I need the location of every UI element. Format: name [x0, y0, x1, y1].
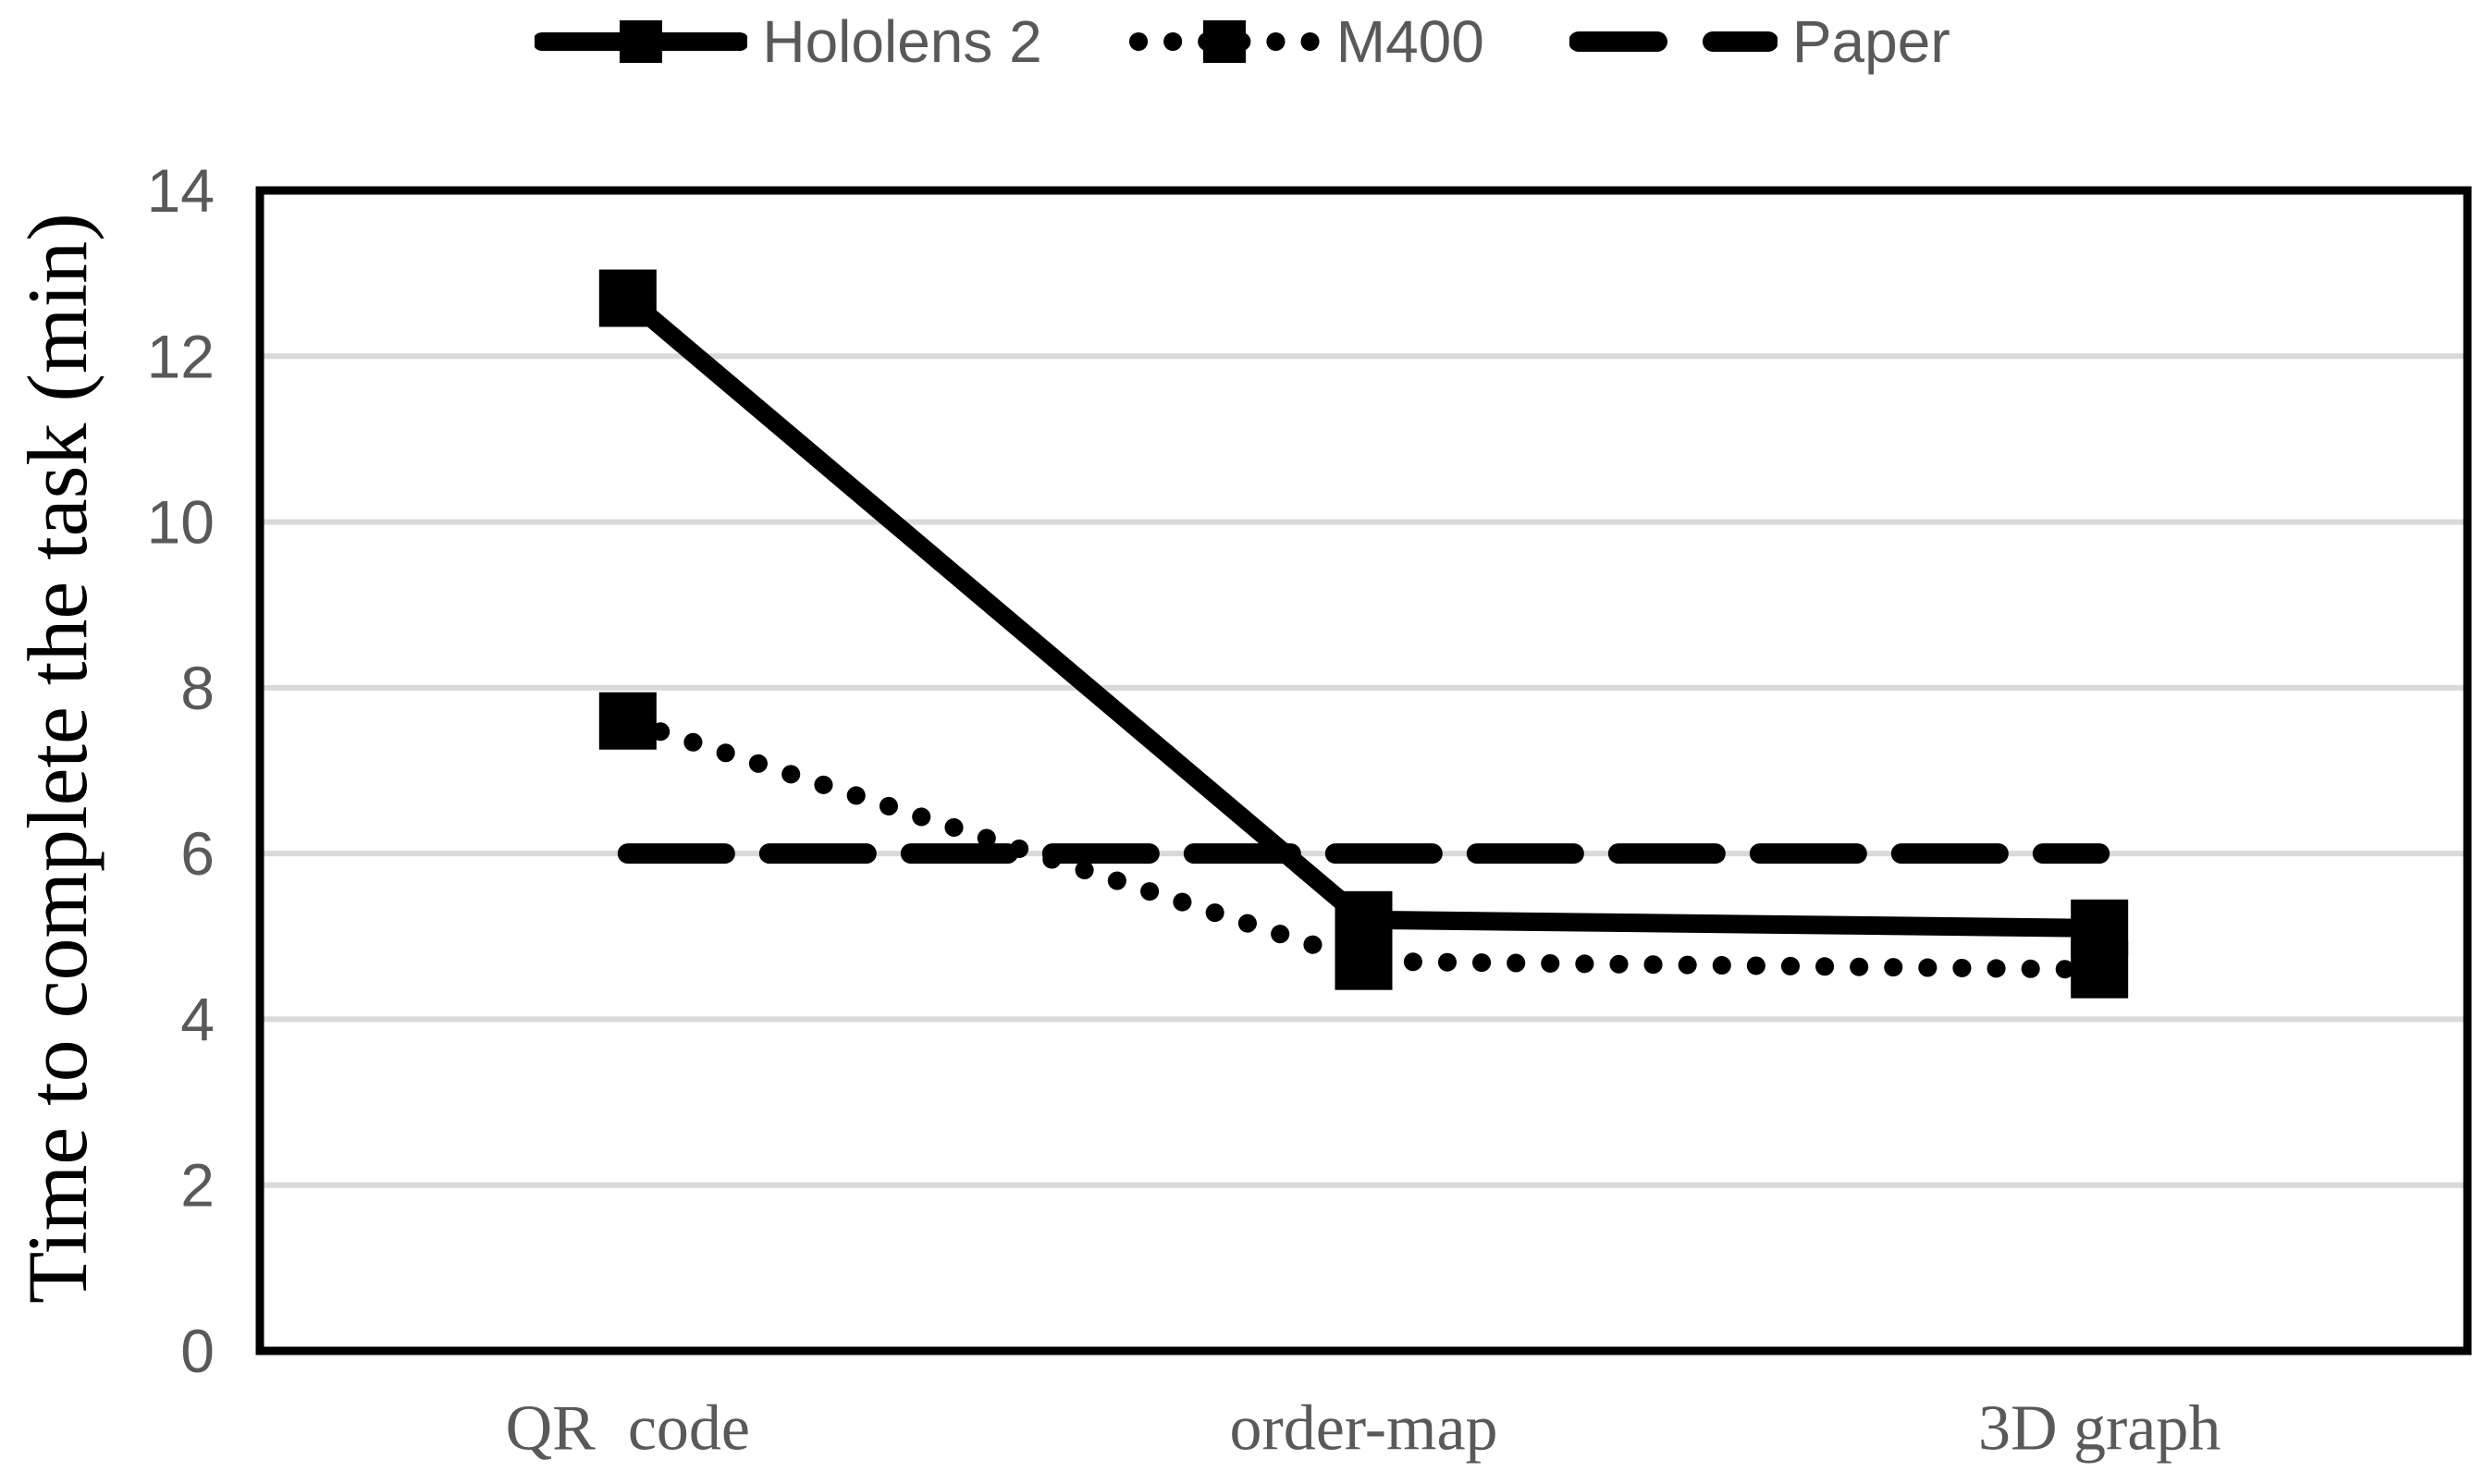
series-line-m400: [618, 711, 2110, 979]
series-line-hololens-2: [621, 290, 2100, 938]
axis-labels-group: 0 2 4 6 8 10 12 14 QR code order-map 3D graph: [147, 156, 2221, 1465]
legend-label-paper: Paper: [1791, 8, 1950, 75]
y-tick-label-2: 2: [180, 1151, 215, 1220]
legend: Hololens 2 M400 Paper: [0, 6, 2485, 78]
x-category-label-order-map: order-map: [1229, 1393, 1497, 1465]
gridlines-group: [260, 353, 2467, 1188]
y-tick-label-0: 0: [180, 1317, 215, 1385]
y-tick-label-10: 10: [147, 488, 215, 557]
marker-hololens-2-qr-code: [598, 269, 657, 327]
legend-line-sample-dashed-icon: [1569, 31, 1778, 52]
y-tick-label-6: 6: [180, 819, 215, 888]
marker-m400-3d-graph: [2071, 940, 2129, 999]
marker-m400-qr-code: [598, 692, 657, 750]
legend-label-m400: M400: [1335, 8, 1484, 75]
series-group: [598, 269, 2129, 999]
y-tick-label-14: 14: [147, 156, 215, 225]
plot-border: [255, 186, 2472, 1355]
x-category-label-3d-graph: 3D graph: [1978, 1393, 2221, 1465]
y-tick-label-12: 12: [147, 322, 215, 390]
marker-m400-order-map: [1335, 932, 1393, 990]
y-axis-title: Time to complete the task (min): [10, 213, 105, 1304]
x-category-label-qr-code: QR code: [506, 1393, 750, 1465]
legend-item-m400: M400: [1127, 6, 1484, 78]
legend-label-hololens-2: Hololens 2: [762, 8, 1042, 75]
frame-group: [255, 186, 2472, 1355]
legend-item-paper: Paper: [1569, 6, 1950, 78]
y-tick-label-4: 4: [180, 985, 215, 1053]
y-tick-label-8: 8: [180, 654, 215, 722]
legend-line-sample-solid-icon: [535, 20, 748, 63]
legend-item-hololens-2: Hololens 2: [535, 6, 1042, 78]
legend-line-sample-dotted-icon: [1128, 20, 1320, 63]
